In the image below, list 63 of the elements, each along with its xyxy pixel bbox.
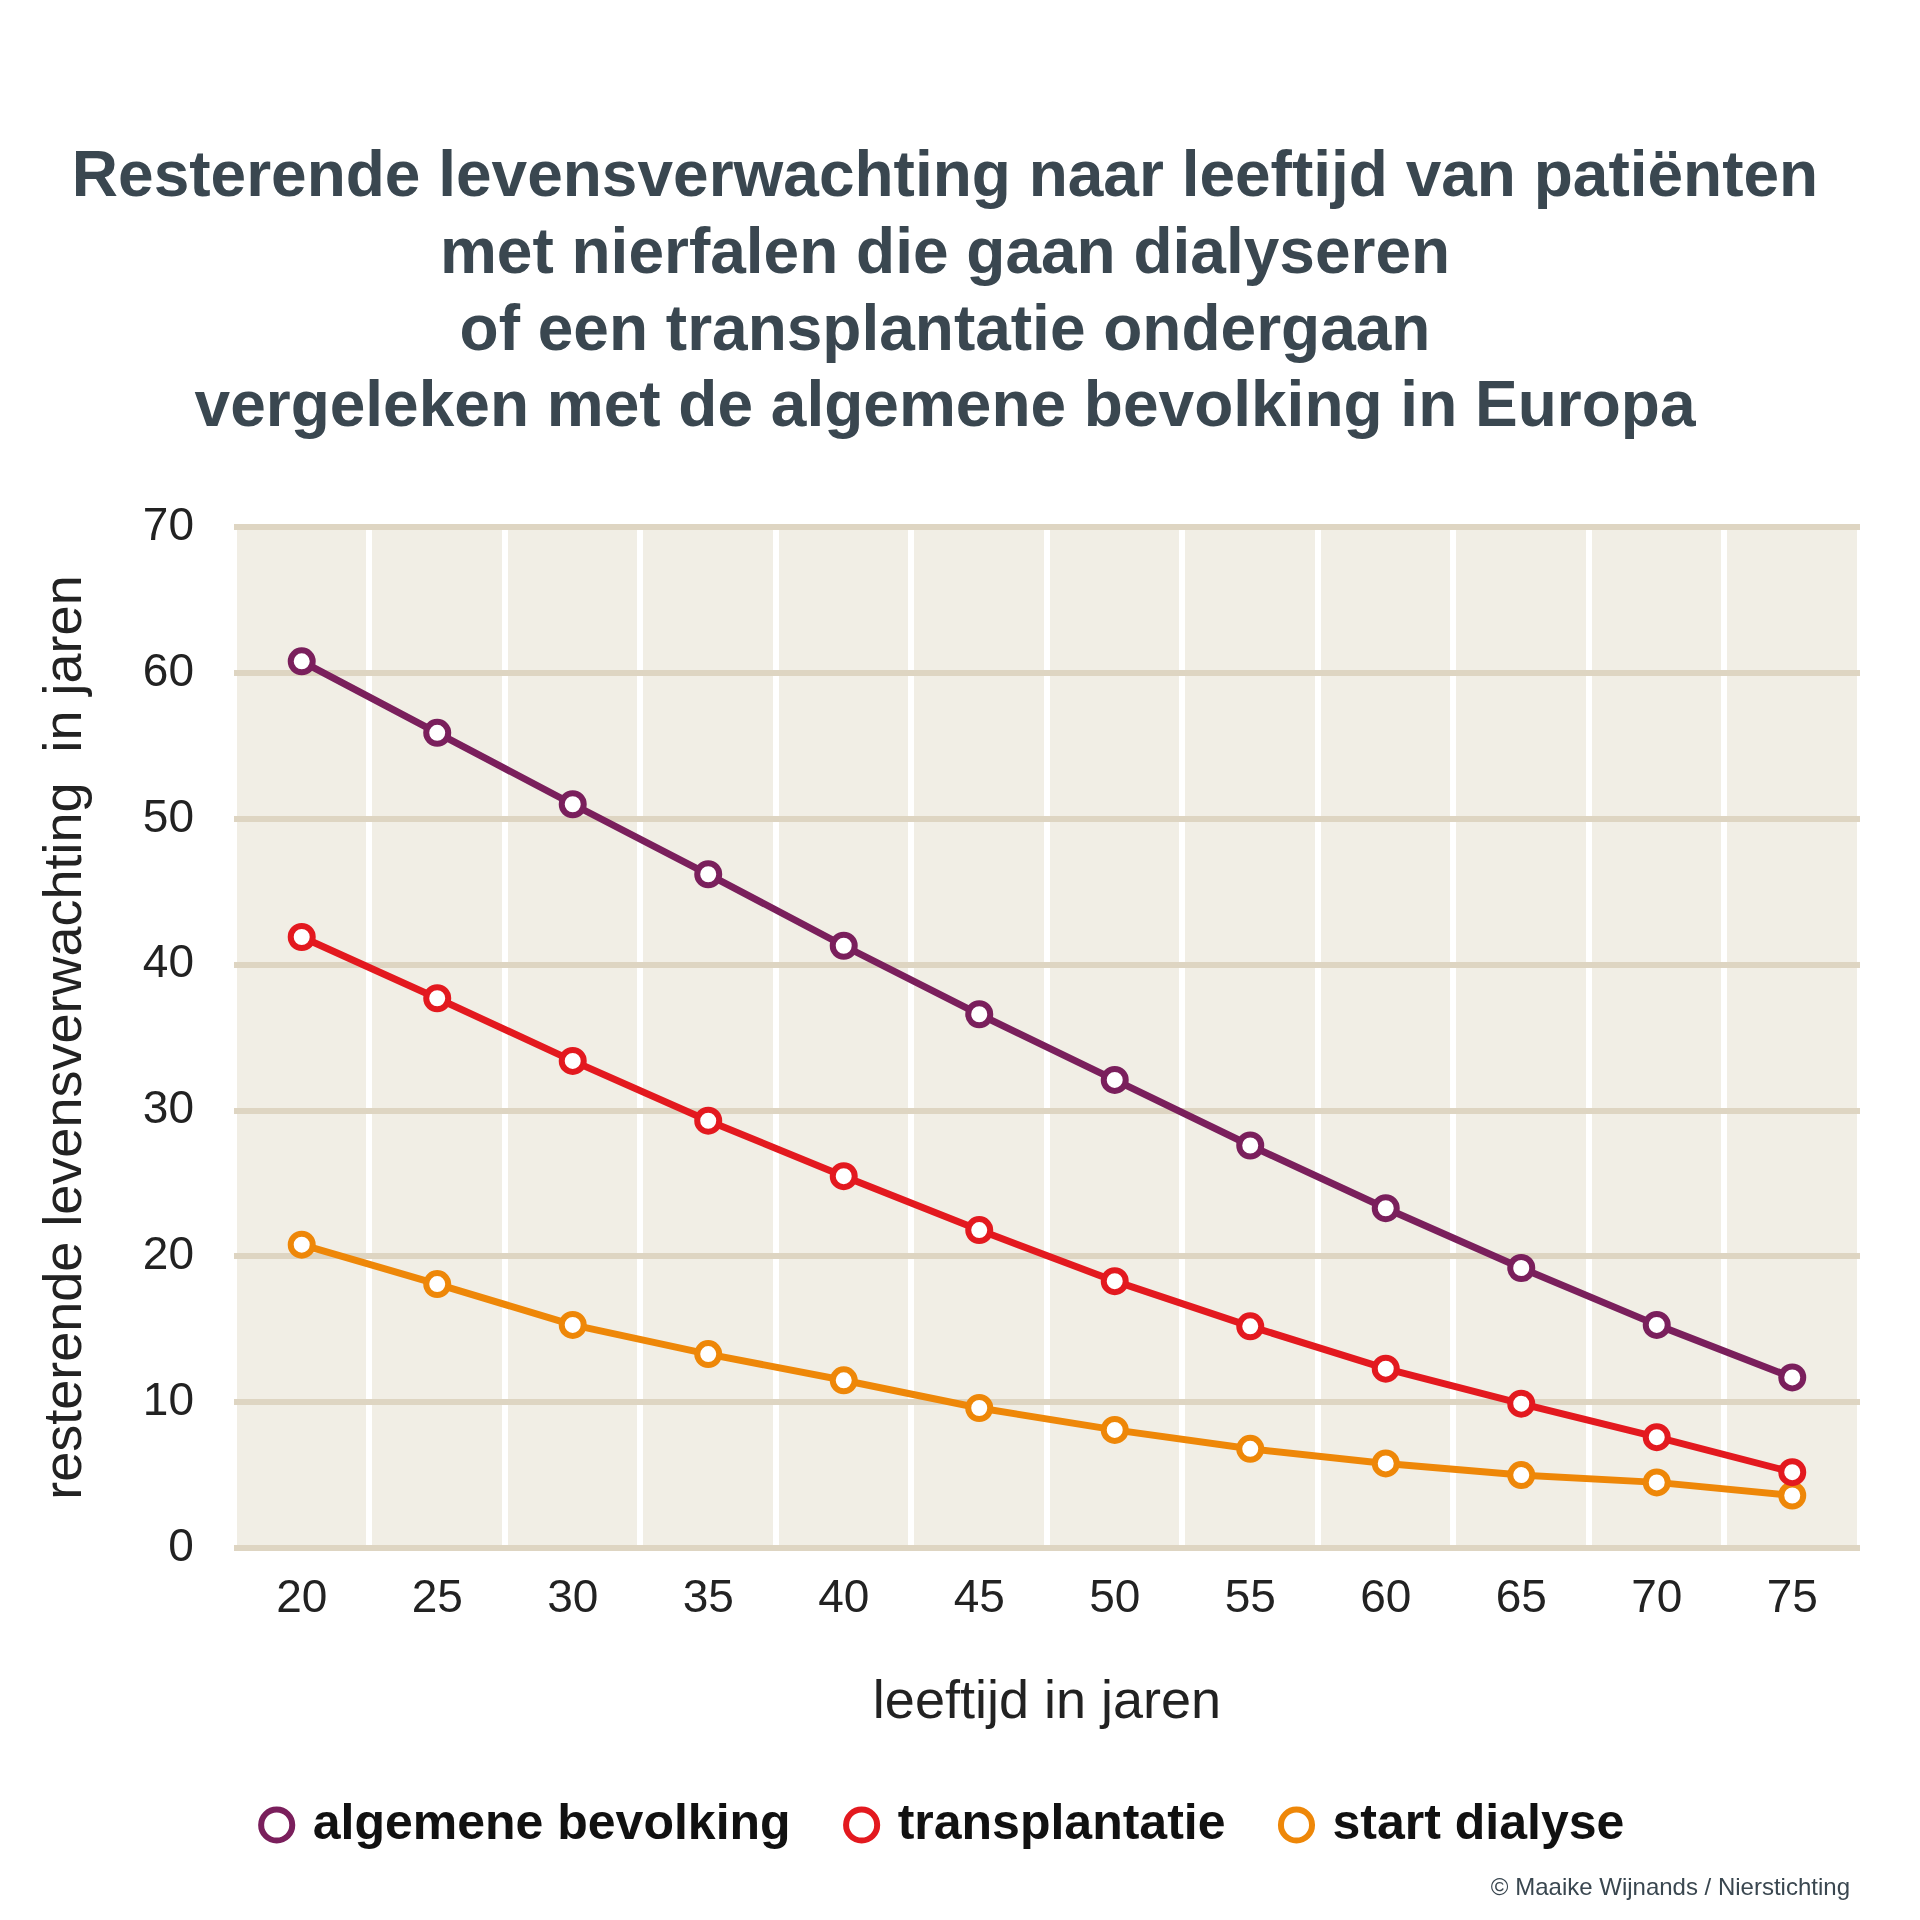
- x-tick-label: 50: [1089, 1570, 1141, 1623]
- point: [1100, 1267, 1129, 1296]
- point: [287, 1230, 316, 1259]
- x-tick-label: 75: [1766, 1570, 1818, 1623]
- x-tick-label: 35: [682, 1570, 734, 1623]
- point: [965, 1394, 994, 1423]
- y-tick-label: 50: [142, 789, 194, 842]
- legend-label: transplantatie: [897, 1793, 1226, 1850]
- point: [1778, 1481, 1807, 1510]
- point: [558, 790, 587, 819]
- point: [287, 647, 316, 676]
- x-tick-label: 45: [953, 1570, 1005, 1623]
- legend-label: start dialyse: [1332, 1793, 1625, 1850]
- point: [423, 718, 452, 747]
- point: [829, 931, 858, 960]
- point: [694, 860, 723, 889]
- point: [423, 984, 452, 1013]
- point: [1507, 1461, 1536, 1490]
- point: [423, 1270, 452, 1299]
- y-tick-label: 60: [142, 643, 194, 696]
- point: [694, 1340, 723, 1369]
- point: [1507, 1389, 1536, 1418]
- point: [1100, 1415, 1129, 1444]
- point: [1642, 1468, 1671, 1497]
- point: [1100, 1065, 1129, 1094]
- point: [1778, 1363, 1807, 1392]
- y-tick-label: 20: [142, 1227, 194, 1280]
- point: [287, 922, 316, 951]
- point: [829, 1366, 858, 1395]
- y-tick-label: 70: [142, 497, 194, 550]
- point: [965, 1000, 994, 1029]
- x-tick-label: 65: [1495, 1570, 1547, 1623]
- y-axis-title: resterende levensverwachting in jaren: [32, 575, 93, 1500]
- x-tick-label: 60: [1360, 1570, 1412, 1623]
- x-tick-label: 20: [276, 1570, 328, 1623]
- point: [558, 1310, 587, 1339]
- x-tick-label: 30: [547, 1570, 599, 1623]
- point: [1236, 1434, 1265, 1463]
- x-axis-title: leeftijd in jaren: [872, 1669, 1222, 1730]
- chart-title: Resterende levensverwachting naar leeftijd van patiënten met nierfalen die gaan dialyseren of een transplantatie ondergaan vergeleken met de algemene bevolking in Europa: [71, 138, 1819, 441]
- text: © Maaike Wijnands / Nierstichting: [1490, 1872, 1850, 1900]
- y-tick-label: 0: [168, 1518, 194, 1571]
- y-tick-label: 10: [142, 1372, 194, 1425]
- x-tick-label: 25: [411, 1570, 463, 1623]
- point: [1371, 1449, 1400, 1478]
- x-tick-label: 55: [1224, 1570, 1276, 1623]
- point: [1642, 1310, 1671, 1339]
- legend-label: algemene bevolking: [312, 1793, 791, 1850]
- point: [1371, 1354, 1400, 1383]
- x-tick-label: 40: [818, 1570, 870, 1623]
- y-tick-label: 40: [142, 935, 194, 988]
- point: [1236, 1312, 1265, 1341]
- point: [694, 1106, 723, 1135]
- point: [558, 1046, 587, 1075]
- point: [1778, 1458, 1807, 1487]
- point: [1642, 1423, 1671, 1452]
- point: [1507, 1254, 1536, 1283]
- point: [829, 1162, 858, 1191]
- y-tick-label: 30: [142, 1081, 194, 1134]
- x-tick-label: 70: [1631, 1570, 1683, 1623]
- point: [1371, 1194, 1400, 1223]
- point: [965, 1216, 994, 1245]
- point: [1236, 1131, 1265, 1160]
